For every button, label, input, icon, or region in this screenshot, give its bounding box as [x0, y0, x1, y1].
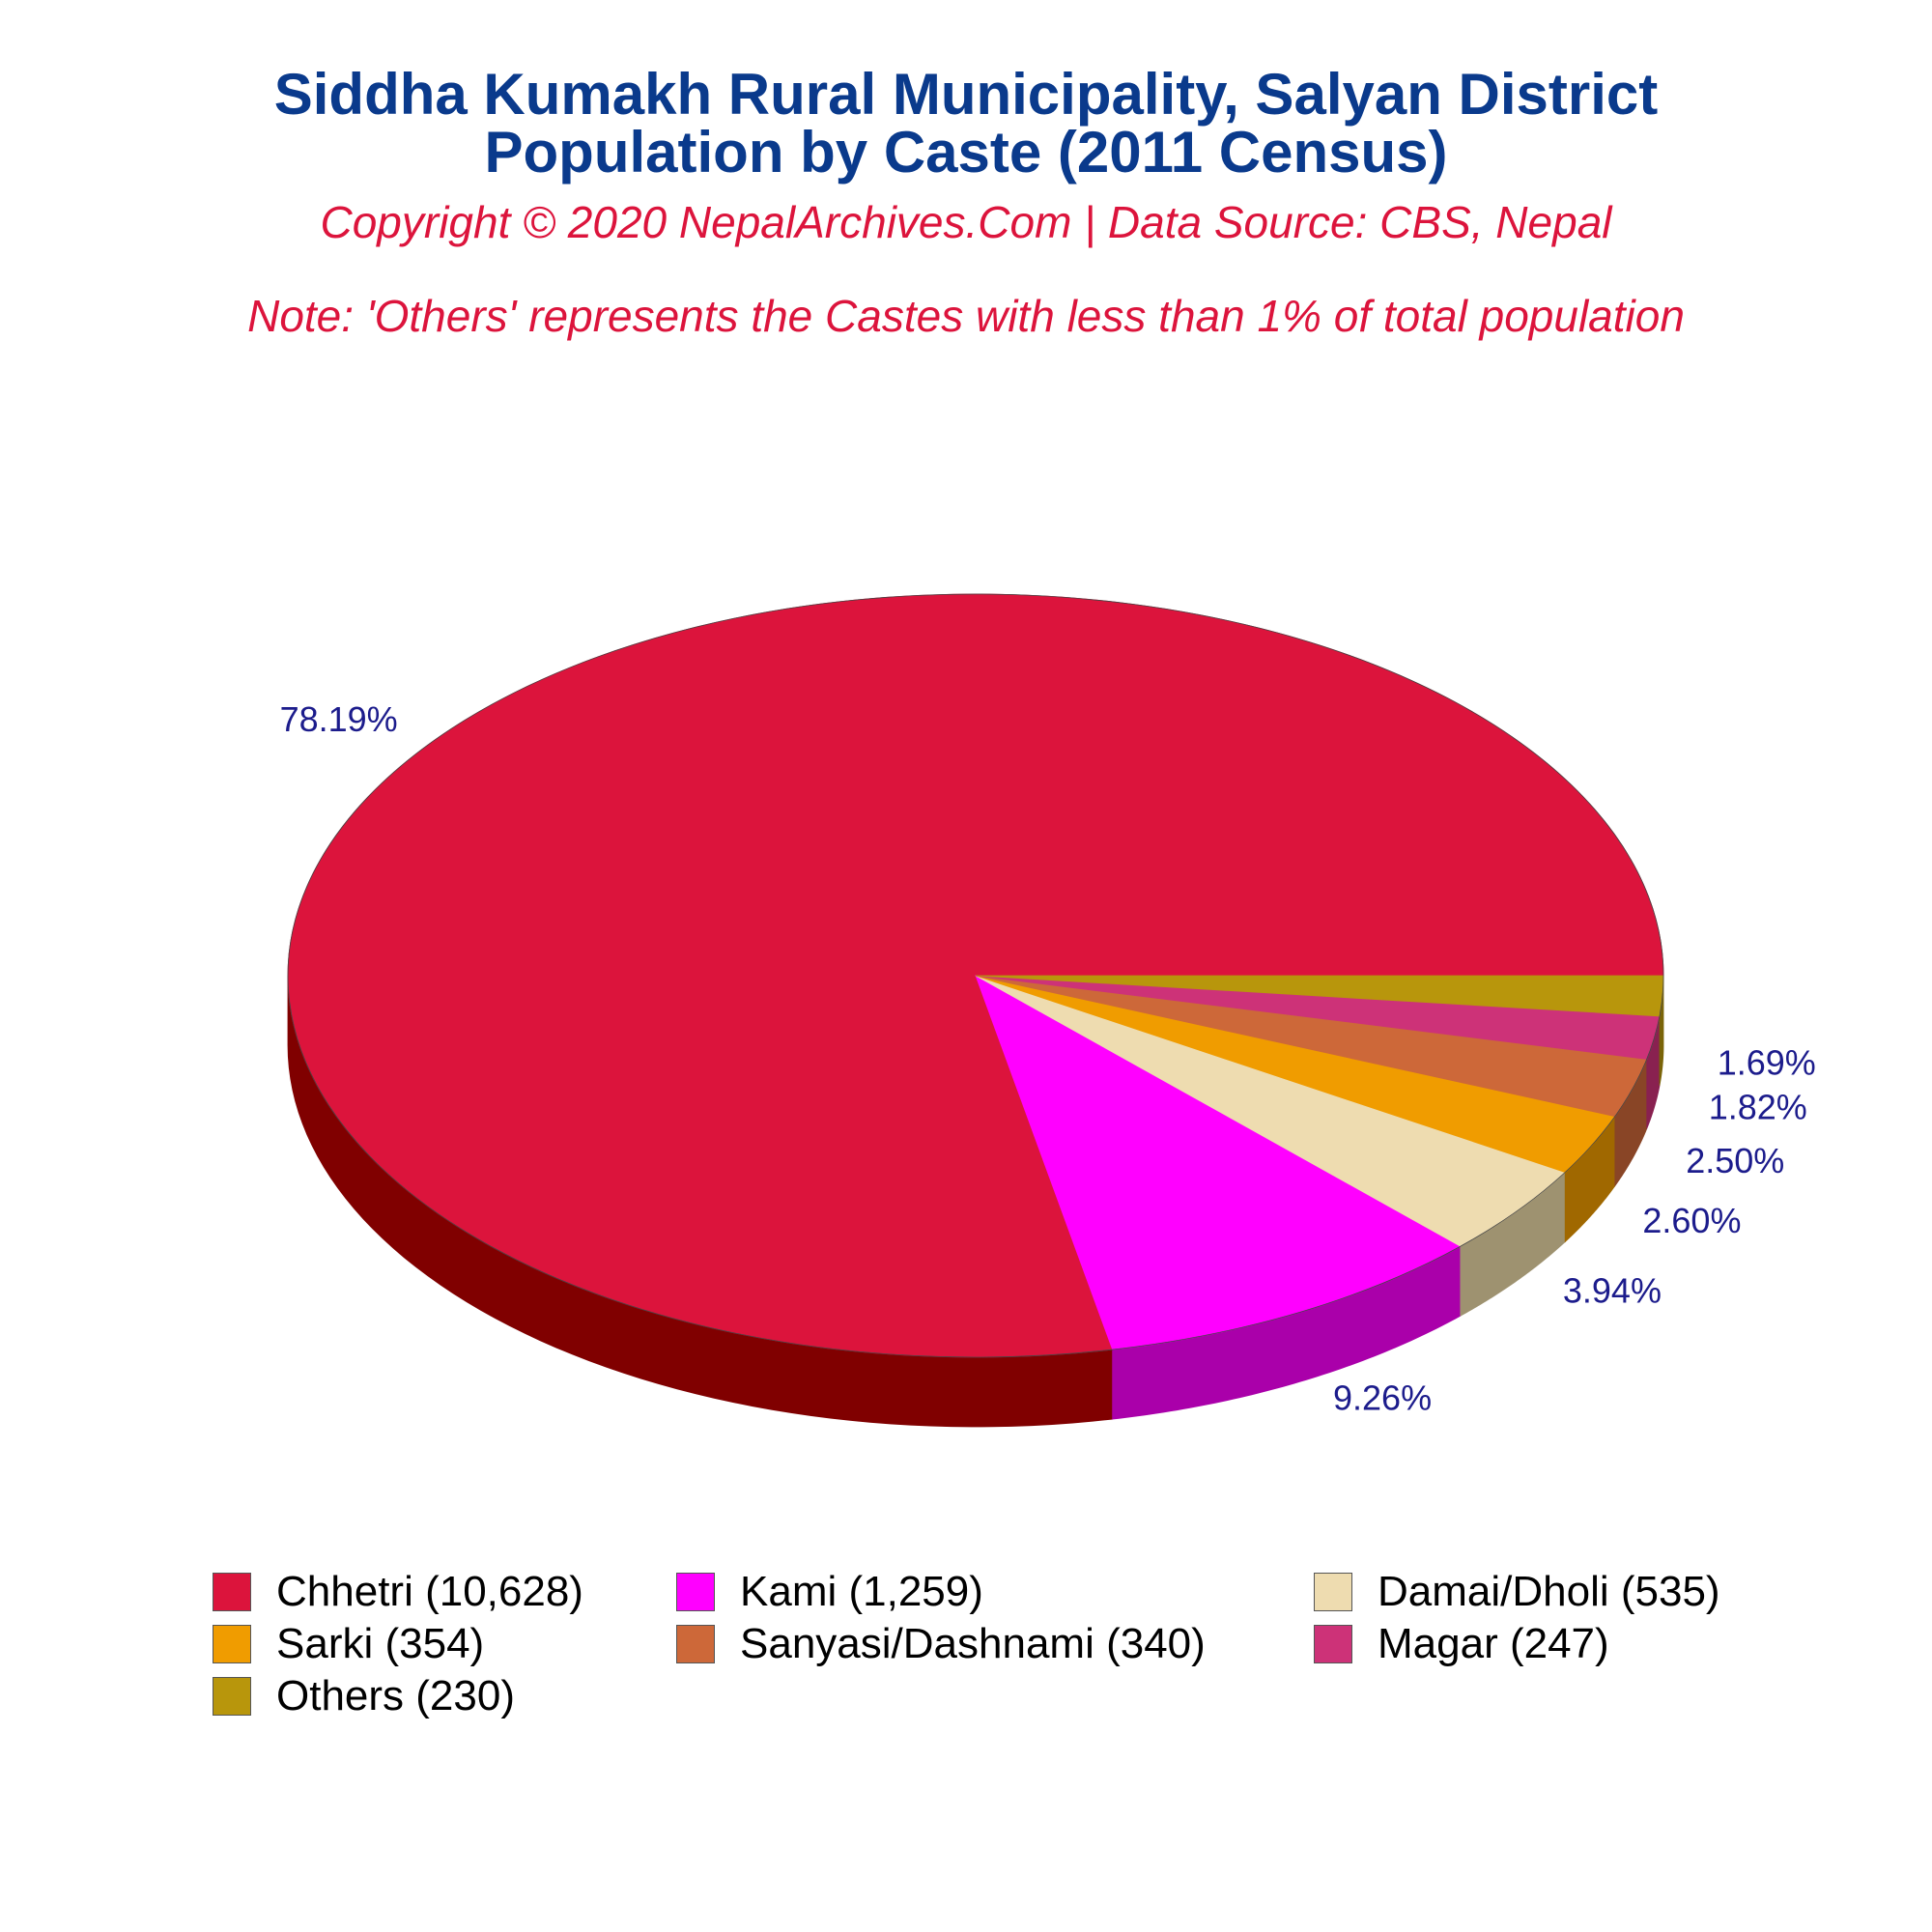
- note-text: Note: 'Others' represents the Castes wit…: [247, 291, 1685, 341]
- percent-label-damai-dholi: 3.94%: [1563, 1271, 1662, 1311]
- copyright-text: Copyright © 2020 NepalArchives.Com | Dat…: [320, 197, 1612, 247]
- percent-label-magar: 1.82%: [1709, 1088, 1807, 1127]
- percent-label-sanyasi-dashnami: 2.50%: [1686, 1141, 1784, 1180]
- chart-title-line-2: Population by Caste (2011 Census): [484, 120, 1448, 185]
- chart-title-line-1: Siddha Kumakh Rural Municipality, Salyan…: [273, 62, 1659, 127]
- percent-label-chhetri: 78.19%: [280, 699, 398, 739]
- percent-label-sarki: 2.60%: [1642, 1201, 1741, 1240]
- percent-label-others: 1.69%: [1718, 1043, 1816, 1083]
- pie-outline: [287, 593, 1664, 1358]
- percent-label-kami: 9.26%: [1333, 1378, 1432, 1418]
